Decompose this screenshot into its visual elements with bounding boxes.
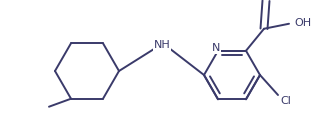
Text: Cl: Cl <box>281 96 291 106</box>
Text: N: N <box>212 43 220 53</box>
Text: OH: OH <box>294 18 311 28</box>
Text: NH: NH <box>154 40 170 50</box>
